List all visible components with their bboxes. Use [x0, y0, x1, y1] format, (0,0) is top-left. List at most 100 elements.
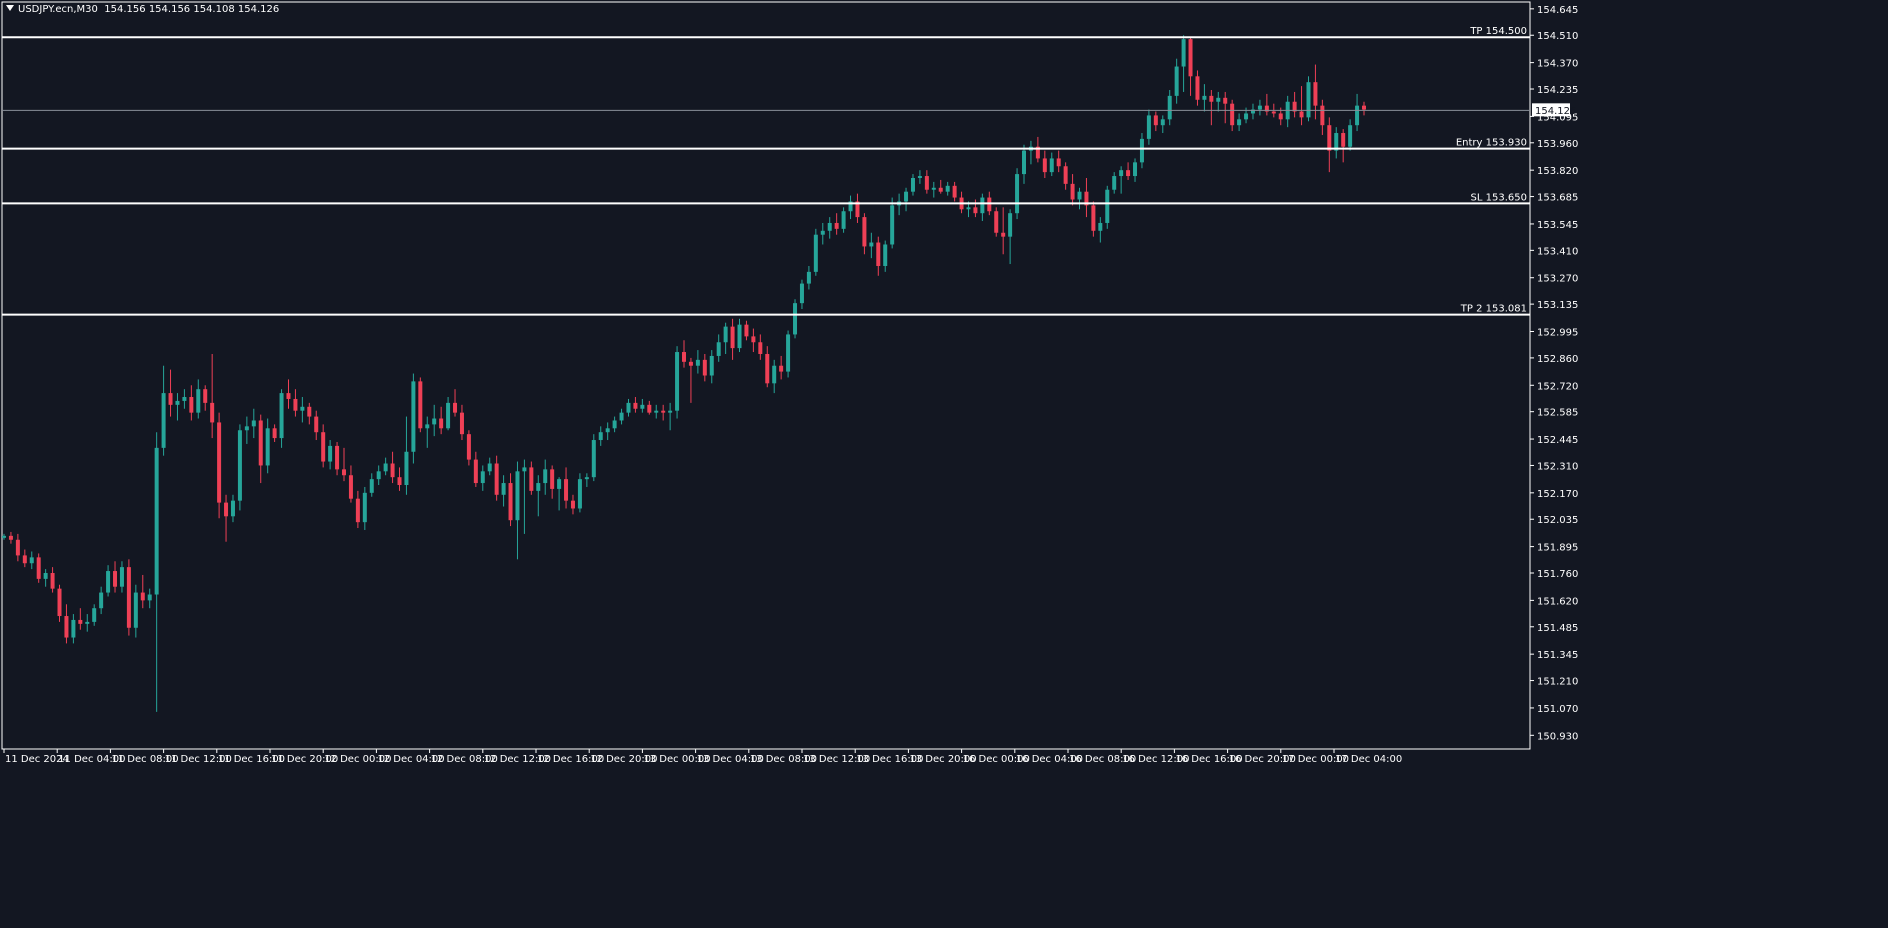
candle-body	[543, 469, 548, 484]
x-tick-label: 11 Dec 08:00	[111, 754, 178, 765]
candle-body	[841, 211, 846, 229]
candle	[217, 412, 222, 519]
candle	[161, 365, 166, 456]
candle	[931, 181, 936, 198]
price-axis[interactable]: 154.645 154.510 154.370 154.235 154.095 153.9…	[1530, 5, 1578, 742]
candle	[342, 447, 346, 482]
candle	[1299, 86, 1304, 126]
candle-body	[85, 621, 90, 624]
candle	[1022, 144, 1026, 184]
candle	[1112, 172, 1117, 194]
candle	[404, 416, 409, 495]
candle-body	[1042, 158, 1047, 173]
candle-body	[1001, 232, 1006, 237]
candle	[876, 236, 881, 276]
y-tick-label: 152.445	[1537, 435, 1578, 446]
y-tick-label: 152.035	[1537, 515, 1578, 526]
candle	[1362, 101, 1366, 116]
candle-body	[723, 326, 728, 343]
candle-body	[924, 176, 929, 190]
candle-body	[1049, 158, 1054, 173]
candle-body	[1119, 170, 1124, 177]
candle-body	[189, 397, 194, 413]
candle	[536, 475, 541, 517]
candle	[1098, 217, 1103, 243]
candle	[584, 473, 589, 487]
candle	[1167, 89, 1172, 126]
candle-body	[834, 222, 839, 229]
candle-body	[709, 355, 714, 376]
candle	[1202, 84, 1207, 112]
candle-body	[251, 420, 256, 427]
candle-body	[1098, 222, 1103, 231]
candle	[564, 467, 569, 509]
candle-body	[1327, 125, 1332, 151]
candle-body	[1181, 39, 1186, 67]
candle-body	[633, 402, 638, 409]
candle	[841, 207, 846, 233]
candle	[952, 181, 957, 202]
candle	[508, 473, 513, 527]
candle	[1146, 109, 1151, 145]
x-tick-label: 13 Dec 16:00	[856, 754, 923, 765]
candle-body	[1237, 119, 1242, 126]
candle	[411, 373, 416, 464]
candle	[1126, 162, 1131, 180]
candle-body	[348, 475, 353, 499]
candle	[938, 179, 943, 194]
candle	[140, 574, 145, 609]
dropdown-triangle-icon[interactable]	[6, 5, 14, 11]
x-tick-label: 11 Dec 2024	[5, 754, 69, 765]
candle-body	[522, 467, 527, 472]
candle	[1327, 117, 1332, 173]
candle-body	[1084, 191, 1089, 206]
candle-body	[1313, 82, 1318, 106]
candle-body	[1091, 205, 1096, 231]
candle	[1077, 187, 1082, 210]
candle	[550, 465, 555, 499]
candle	[723, 322, 728, 354]
candle-body	[751, 336, 756, 343]
candle-body	[175, 400, 180, 405]
candle	[1195, 70, 1200, 106]
candle-body	[1070, 183, 1075, 200]
candle-body	[529, 467, 534, 491]
candle	[695, 350, 700, 374]
candle	[293, 389, 298, 417]
candle-body	[619, 412, 624, 421]
candle	[1230, 99, 1235, 132]
candle	[619, 408, 624, 425]
plot-border	[1, 1, 1531, 750]
candle-body	[564, 479, 569, 501]
y-tick-label: 151.070	[1537, 704, 1578, 715]
candle	[730, 318, 735, 360]
candle	[945, 181, 950, 196]
y-tick-label: 152.310	[1537, 461, 1578, 472]
symbol-bar[interactable]: USDJPY.ecn,M30 154.156 154.156 154.108 1…	[6, 4, 279, 15]
candle	[480, 465, 485, 491]
candle-body	[473, 459, 478, 484]
y-tick-label: 153.270	[1537, 274, 1578, 285]
level-label: TP 154.500	[1469, 26, 1527, 37]
candle-body	[43, 573, 48, 579]
candle	[258, 414, 263, 484]
candle-body	[716, 342, 721, 356]
candle-body	[126, 567, 131, 628]
candle-body	[217, 422, 222, 503]
candle-body	[1341, 133, 1346, 147]
y-tick-label: 152.585	[1537, 408, 1578, 419]
candle	[994, 207, 999, 237]
candle	[806, 265, 811, 290]
candle	[43, 569, 48, 587]
candle	[113, 561, 118, 593]
candle	[813, 228, 818, 276]
candle	[432, 404, 437, 437]
candle	[473, 451, 478, 487]
candle	[154, 432, 159, 712]
candle-body	[973, 207, 978, 214]
candle	[709, 350, 714, 384]
candle-body	[425, 424, 430, 429]
